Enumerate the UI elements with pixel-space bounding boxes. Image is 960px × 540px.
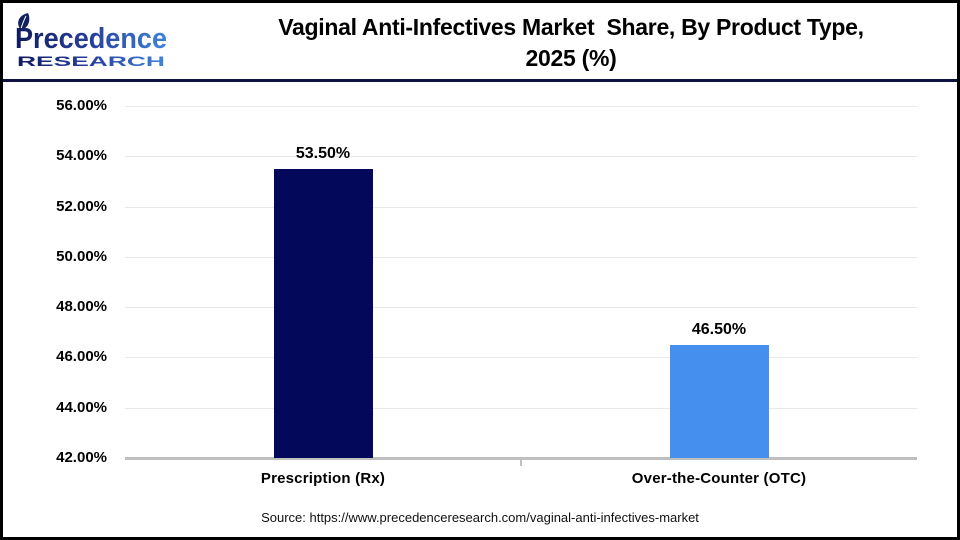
x-axis-category-label: Prescription (Rx) [260,470,386,487]
y-axis-tick-label: 48.00% [56,298,107,316]
gridline [125,307,917,309]
y-axis-tick-label: 44.00% [56,398,107,416]
header: Precedence RESEARCH Vaginal Anti-Infecti… [3,3,957,79]
bar-prescription [273,168,373,458]
chart-title-line2: 2025 (%) [525,45,617,71]
y-axis-tick-label: 50.00% [56,247,107,265]
logo-subtitle: RESEARCH [17,53,165,69]
y-axis-tick-label: 52.00% [56,197,107,215]
y-axis-tick-label: 54.00% [56,147,107,165]
source-text: Source: https://www.precedenceresearch.c… [261,510,699,525]
bar-value-label: 46.50% [691,320,747,338]
logo-graphic: Precedence RESEARCH [15,12,167,69]
chart-title-line1: Vaginal Anti-Infectives Market Share, By… [278,14,864,40]
leaf-vein [20,15,27,29]
bar-otc [669,344,769,458]
gridline [125,256,917,258]
header-divider [3,79,957,82]
logo-wordmark: Precedence [15,23,167,55]
chart-title: Vaginal Anti-Infectives Market Share, By… [185,8,957,74]
precedence-research-logo: Precedence RESEARCH [3,8,185,75]
gridline [125,106,917,107]
gridline [125,156,917,158]
x-axis-line [125,457,917,460]
y-axis-tick-label: 46.00% [56,348,107,366]
y-axis-tick-label: 56.00% [56,97,107,114]
gridline [125,407,917,409]
y-axis-tick-label: 42.00% [56,449,107,466]
gridline [125,357,917,359]
plot-area: 56.00% 54.00% 52.00% 50.00% 48.00% 46.00% 44.0… [3,82,957,537]
gridline [125,206,917,208]
chart-area: 56.00% 54.00% 52.00% 50.00% 48.00% 46.00% 44.0… [3,82,957,537]
x-axis-category-label: Over-the-Counter (OTC) [631,470,807,487]
x-axis-tick [520,460,522,466]
bar-value-label: 53.50% [295,144,351,162]
